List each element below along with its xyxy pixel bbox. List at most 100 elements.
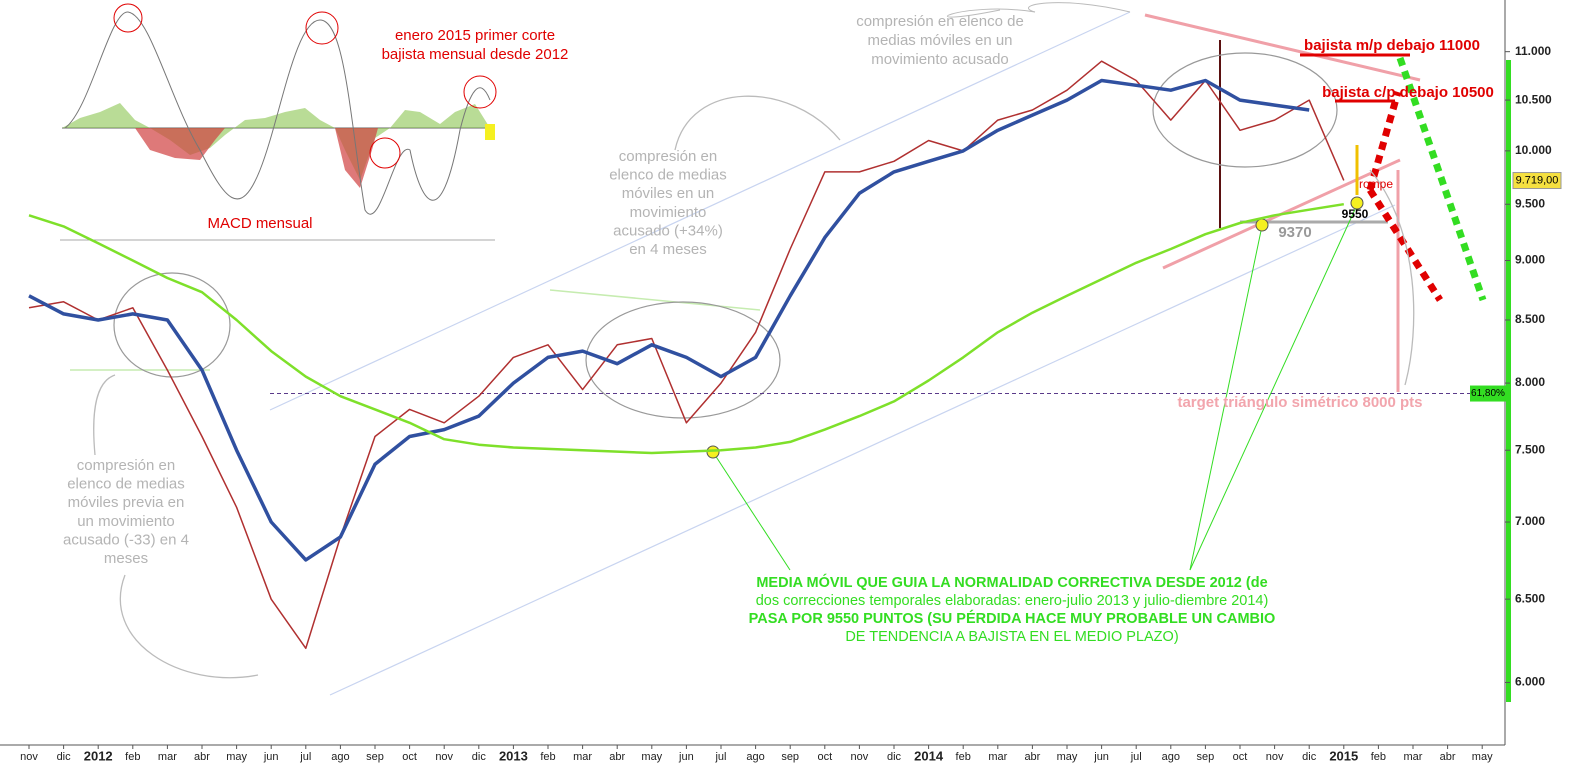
x-tick-label: dic xyxy=(57,751,72,763)
x-tick-label: ago xyxy=(746,751,764,763)
x-tick-label: may xyxy=(226,751,247,763)
pointer xyxy=(712,451,791,571)
annotation: movimiento xyxy=(630,204,707,221)
x-tick-label: sep xyxy=(1197,751,1215,763)
x-tick-label: feb xyxy=(956,751,971,763)
x-tick-label: feb xyxy=(540,751,555,763)
y-tick-label: 9.500 xyxy=(1515,196,1545,210)
macd-histogram xyxy=(62,103,490,180)
x-tick-label: 2013 xyxy=(499,748,528,763)
y-tick-label: 9.000 xyxy=(1515,253,1545,267)
y-tick-label: 10.500 xyxy=(1515,92,1552,106)
x-tick-label: oct xyxy=(817,751,832,763)
x-tick-label: dic xyxy=(1302,751,1317,763)
x-tick-label: dic xyxy=(887,751,902,763)
decorations xyxy=(0,0,1511,746)
annotation: bajista c/p debajo 10500 xyxy=(1322,84,1494,101)
macd-line xyxy=(64,11,491,215)
x-tick-label: oct xyxy=(402,751,417,763)
ellipse xyxy=(585,301,781,419)
x-tick-label: sep xyxy=(781,751,799,763)
x-tick-label: mar xyxy=(573,751,592,763)
x-tick-label: nov xyxy=(1266,751,1284,763)
annotation: bajista mensual desde 2012 xyxy=(382,46,569,63)
arrow xyxy=(1369,169,1415,386)
x-tick-label: may xyxy=(1472,751,1493,763)
projection xyxy=(1396,56,1487,302)
highlight xyxy=(369,137,401,169)
price-label-box xyxy=(1512,172,1562,190)
annotation: acusado (+34%) xyxy=(613,222,723,239)
x-tick-label: nov xyxy=(851,751,869,763)
annotation: compresión en xyxy=(77,457,175,474)
y-tick-label: 8.500 xyxy=(1515,312,1545,326)
x-tick-label: ago xyxy=(331,751,349,763)
x-tick-label: abr xyxy=(1440,751,1456,763)
arrow xyxy=(119,574,259,679)
y-tick-label: 7.000 xyxy=(1515,514,1545,528)
annotation: rompe xyxy=(1359,177,1393,191)
arrow xyxy=(93,374,116,456)
fib-label: 61,80% xyxy=(1471,388,1505,399)
x-tick-label: jul xyxy=(1130,751,1142,763)
x-tick-label: abr xyxy=(194,751,210,763)
annotation: medias móviles en un xyxy=(867,32,1012,49)
arrow xyxy=(946,8,1036,18)
projection xyxy=(1366,91,1402,191)
x-tick-label: jun xyxy=(1093,751,1109,763)
x-tick-label: abr xyxy=(1024,751,1040,763)
x-tick-label: nov xyxy=(435,751,453,763)
channel-line xyxy=(329,204,1396,696)
highlight xyxy=(113,3,143,33)
x-tick-label: 2015 xyxy=(1329,748,1358,763)
x-tick-label: mar xyxy=(988,751,1007,763)
support-line xyxy=(549,289,761,311)
annotation: compresión en elenco de xyxy=(856,13,1024,30)
x-tick-label: jun xyxy=(678,751,694,763)
annotation: meses xyxy=(104,550,148,567)
x-tick-label: abr xyxy=(609,751,625,763)
annotation: elenco de medias xyxy=(609,167,727,184)
x-tick-label: mar xyxy=(1404,751,1423,763)
annotation: dos correcciones temporales elaboradas: … xyxy=(756,593,1269,609)
arrow xyxy=(1028,2,1131,13)
x-tick-label: may xyxy=(641,751,662,763)
x-tick-label: 2014 xyxy=(914,748,944,763)
x-tick-label: ago xyxy=(1162,751,1180,763)
x-tick-label: 2012 xyxy=(84,748,113,763)
x-tick-label: mar xyxy=(158,751,177,763)
x-tick-label: oct xyxy=(1233,751,1248,763)
x-tick-label: jun xyxy=(263,751,279,763)
x-tick-label: nov xyxy=(20,751,38,763)
volume-bar xyxy=(1506,60,1511,702)
annotation: MEDIA MÓVIL QUE GUIA LA NORMALIDAD CORRE… xyxy=(756,573,1267,591)
annotation: 9370 xyxy=(1278,224,1311,241)
y-tick-label: 11.000 xyxy=(1515,44,1551,58)
x-tick-label: jul xyxy=(714,751,726,763)
annotation: 9550 xyxy=(1342,207,1369,221)
annotation: PASA POR 9550 PUNTOS (SU PÉRDIDA HACE MU… xyxy=(749,610,1276,627)
annotation: elenco de medias xyxy=(67,476,185,493)
projection xyxy=(1367,188,1443,302)
annotation: un movimiento xyxy=(77,513,175,530)
annotation: MACD mensual xyxy=(207,215,312,232)
annotation: target triángulo simétrico 8000 pts xyxy=(1177,394,1422,411)
pointer xyxy=(1189,204,1358,571)
annotation: movimiento acusado xyxy=(871,51,1009,68)
touch-point xyxy=(1350,196,1364,210)
ellipse xyxy=(113,272,231,378)
annotation: móviles en un xyxy=(622,185,715,202)
triangle-line xyxy=(1144,13,1421,82)
macd-inset xyxy=(60,3,497,241)
touch-point xyxy=(706,445,720,459)
annotation: móviles previa en xyxy=(68,494,185,511)
ellipse xyxy=(1152,52,1338,168)
annotation: enero 2015 primer corte xyxy=(395,27,555,44)
arrow xyxy=(674,95,841,151)
x-tick-label: feb xyxy=(1371,751,1386,763)
series-line xyxy=(28,78,1310,562)
fib-label-box xyxy=(1470,385,1506,402)
x-tick-label: sep xyxy=(366,751,384,763)
